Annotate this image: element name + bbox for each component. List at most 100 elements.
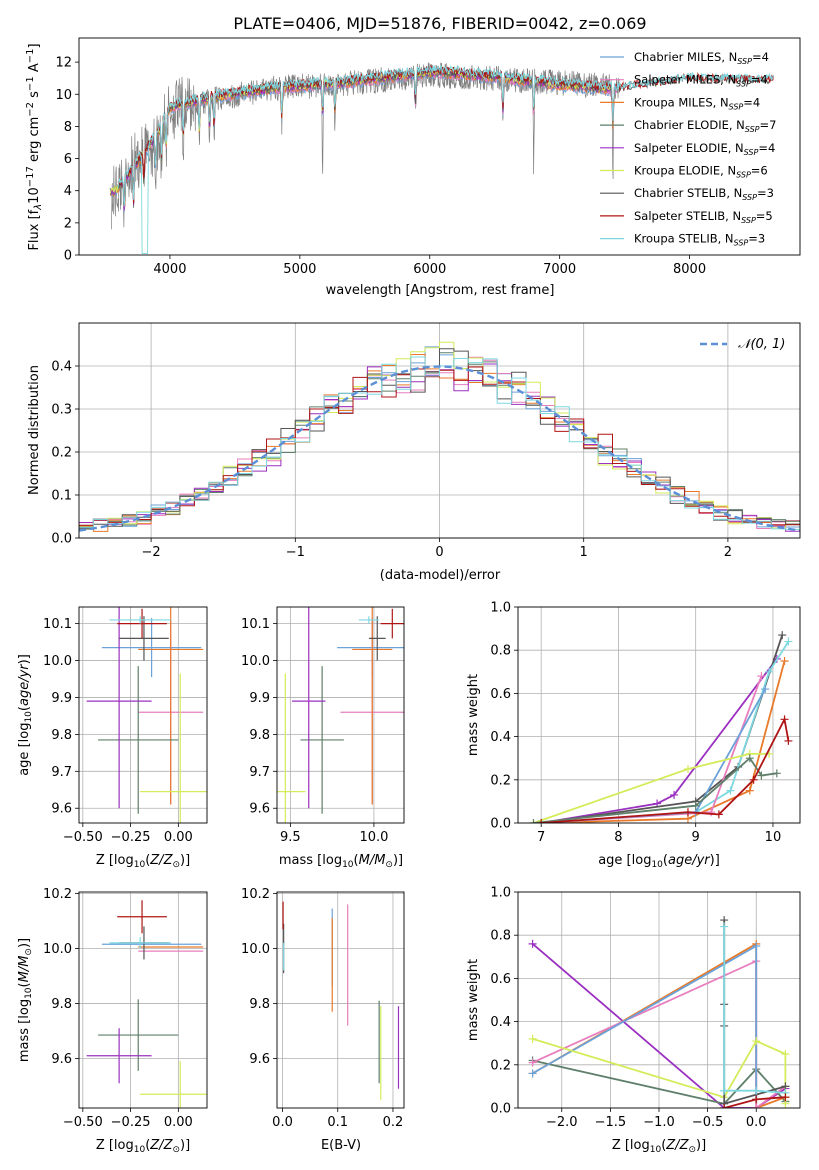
y-tick-label: 0.0 [490,1102,511,1117]
axes-frame [517,891,801,1109]
weight-marker-chab_miles [761,685,770,694]
x-tick-label: −0.5 [692,1115,724,1130]
x-tick-label: 0.0 [272,1115,293,1130]
weight-marker-krou_stelib [752,1086,761,1095]
weight-marker-salp_stelib [683,808,692,817]
y-tick-label: 9.8 [51,997,72,1012]
panel-ebv_mass: 0.0 0.1 0.2 9.6 9.8 10.0 10.2 E(B-V) [241,887,405,1153]
y-tick-label: 10.1 [43,617,72,632]
panel-spectrum: 4000 5000 6000 7000 8000 0 2 4 6 8 10 12 wavelength … [25,37,801,298]
y-tick-label: 0.6 [490,972,511,987]
legend-entry-chab_elodie: Chabrier ELODIE, NSSP=7 [634,118,776,134]
weight-marker-chab_elodie [745,754,754,763]
weight-line-krou_stelib [723,926,786,1094]
y-tick-label: 2 [64,216,72,231]
x-tick-label: −0.50 [63,830,103,845]
legend-entry-salp_stelib: Salpeter STELIB, NSSP=5 [634,209,773,225]
axes-frame [78,891,208,1109]
y-tick-label: 9.6 [249,1052,270,1067]
x-tick-label: 5000 [283,262,316,277]
x-tick-label: 0.00 [164,1115,193,1130]
legend-entry-krou_elodie: Kroupa ELODIE, NSSP=6 [634,164,768,180]
legend-entry-chab_stelib: Chabrier STELIB, NSSP=3 [634,186,774,202]
y-axis-label: mass [log10(M/M⊙)] [17,938,34,1062]
x-tick-label: −0.50 [63,1115,103,1130]
histogram-krou_elodie [79,341,800,538]
x-axis-label: age [log10(age/yr)] [598,853,720,870]
weight-marker-salp_stelib [781,1093,790,1102]
figure-title: PLATE=0406, MJD=51876, FIBERID=0042, z=0… [233,14,646,33]
axes-frame [78,322,801,539]
weight-line-salp_stelib [541,716,790,823]
y-tick-label: 0.4 [51,360,72,375]
plot-area [86,607,207,823]
y-tick-label: 0.0 [51,532,72,547]
histogram-salp_stelib [79,366,800,538]
y-tick-label: 10.2 [241,887,270,902]
x-tick-label: 9 [692,830,700,845]
weight-marker-salp_stelib [537,819,546,823]
y-tick-label: 0.0 [490,817,511,832]
y-tick-label: 9.7 [249,765,270,780]
y-tick-label: 0.2 [490,1058,511,1073]
x-tick-label: 7 [537,830,545,845]
x-tick-label: 8 [614,830,622,845]
x-axis-label: E(B-V) [321,1138,361,1153]
weight-marker-krou_stelib [765,667,774,676]
legend-entry-salp_miles: Salpeter MILES, NSSP=4 [634,73,768,89]
y-tick-label: 0.8 [490,644,511,659]
y-tick-label: 9.8 [249,728,270,743]
weight-marker-salp_stelib [714,810,723,819]
y-tick-label: 10 [55,88,72,103]
y-tick-label: 9.6 [51,802,72,817]
y-tick-label: 9.7 [51,765,72,780]
plot-area [528,916,790,1108]
x-tick-label: 0.2 [383,1115,404,1130]
y-tick-label: 0.4 [490,730,511,745]
x-axis-label: mass [log10(M/M⊙)] [279,853,403,870]
x-tick-label: 10.0 [359,830,388,845]
y-axis-label: age [log10(age/yr)] [17,654,34,776]
weight-marker-salp_miles [707,808,716,817]
weight-line-chab_miles [532,944,758,1100]
x-tick-label: 0 [435,545,443,560]
legend-entry-gaussian: 𝒩(0, 1) [738,337,785,352]
y-tick-label: 0.2 [51,446,72,461]
y-tick-label: 9.6 [51,1052,72,1067]
weight-marker-krou_stelib [726,786,735,795]
x-axis-label: Z [log10(Z/Z⊙)] [96,1138,190,1155]
axes-frame [276,891,405,1109]
x-axis-label: wavelength [Angstrom, rest frame] [326,283,555,298]
weight-line-salp_elodie [541,658,778,823]
x-axis-label: Z [log10(Z/Z⊙)] [96,853,190,870]
y-tick-label: 0.4 [490,1015,511,1030]
y-tick-label: 0 [64,249,72,264]
weight-line-krou_stelib [541,641,790,823]
weight-marker-salp_miles [528,1058,537,1067]
weight-marker-krou_stelib [720,922,729,931]
x-tick-label: −1 [286,545,305,560]
y-tick-label: 6 [64,152,72,167]
y-tick-label: 10.2 [43,887,72,902]
y-tick-label: 9.9 [51,691,72,706]
weight-marker-krou_elodie [528,1034,537,1043]
weight-marker-chab_miles [528,1069,537,1078]
axes-frame [78,37,801,256]
weight-marker-salp_miles [757,672,766,681]
weight-marker-chab_miles [752,942,761,950]
y-tick-label: 9.6 [249,802,270,817]
panel-z_mass: −0.50 −0.25 0.00 9.6 9.8 10.0 10.2 Z [log10(Z/Z… [17,887,208,1155]
weight-line-krou_elodie [533,753,770,823]
model-spectrum-salp_stelib [117,64,774,205]
y-tick-label: 9.8 [51,728,72,743]
weight-marker-krou_elodie [781,1050,790,1058]
legend-entry-krou_miles: Kroupa MILES, NSSP=4 [634,95,760,111]
x-tick-label: −1.5 [595,1115,627,1130]
x-tick-label: 0.1 [327,1115,348,1130]
y-tick-label: 9.8 [249,997,270,1012]
y-axis-label: Normed distribution [27,365,42,495]
panel-mass_age: 9.5 10.0 9.6 9.7 9.8 9.9 10.0 10.1 mass [log10(M… [241,606,405,870]
plot-area [282,901,400,1100]
y-tick-label: 0.1 [51,489,72,504]
plot-area [529,631,793,823]
